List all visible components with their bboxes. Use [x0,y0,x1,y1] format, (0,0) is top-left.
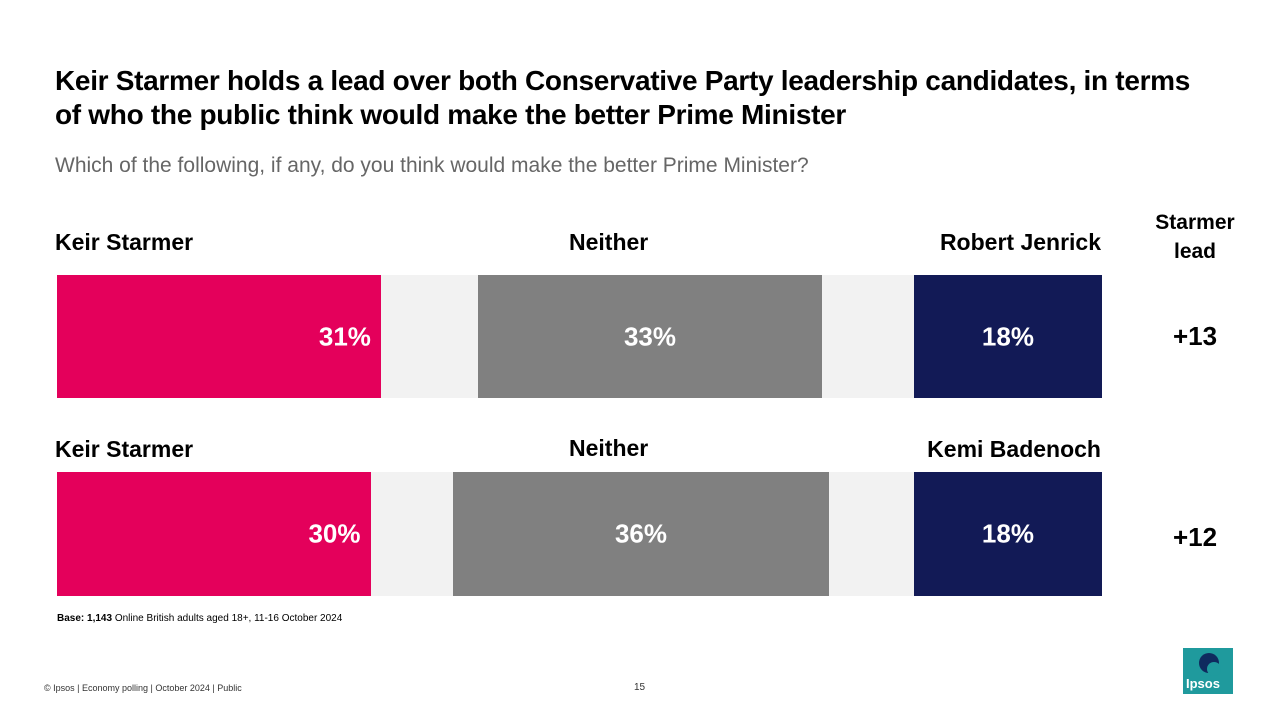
lead-header-line1: Starmer [1155,211,1235,234]
row1-neither-bar: 33% [477,275,823,398]
row1-left-label: Keir Starmer [55,229,194,255]
row2-starmer-bar: 30% [57,472,371,596]
page-number: 15 [634,682,646,693]
base-label: Base: [57,613,85,624]
row2-starmer-value: 30% [308,518,361,549]
question-subtitle: Which of the following, if any, do you t… [55,154,809,177]
row2-neither-value: 36% [614,518,668,549]
page-title: Keir Starmer holds a lead over both Cons… [55,65,1191,130]
row2-opponent-value: 18% [981,518,1034,549]
row1-opponent-bar: 18% [913,275,1102,398]
row1-starmer-bar: 31% [57,275,381,398]
base-text: Online British adults aged 18+, 11-16 Oc… [112,613,343,624]
footer-text: © Ipsos | Economy polling | October 2024… [44,683,242,693]
row1-starmer-value: 31% [318,321,371,351]
ipsos-logo: Ipsos [1183,648,1233,694]
row2-middle-label: Neither [569,435,649,461]
row2-bar-track: 30% 36% 18% [57,472,1102,596]
row1-bar-track: 31% 33% 18% [57,275,1102,398]
row1-lead-value: +13 [1172,321,1218,351]
lead-header-line2: lead [1173,240,1217,263]
row1-neither-value: 33% [623,321,677,351]
row1-opponent-value: 18% [981,321,1034,351]
row2-lead-value: +12 [1172,522,1218,552]
row1-middle-label: Neither [569,229,649,255]
logo-mark-cutout [1207,662,1221,676]
row2-neither-bar: 36% [452,472,830,596]
lead-column-header: Starmer lead [1140,208,1250,266]
row1-right-label: Robert Jenrick [939,229,1101,255]
row2-right-label: Kemi Badenoch [927,436,1101,462]
logo-text: Ipsos [1186,676,1220,691]
base-note: Base: 1,143 Online British adults aged 1… [57,613,342,624]
row2-opponent-bar: 18% [913,472,1102,596]
base-count: 1,143 [87,613,113,624]
row2-left-label: Keir Starmer [55,436,194,462]
